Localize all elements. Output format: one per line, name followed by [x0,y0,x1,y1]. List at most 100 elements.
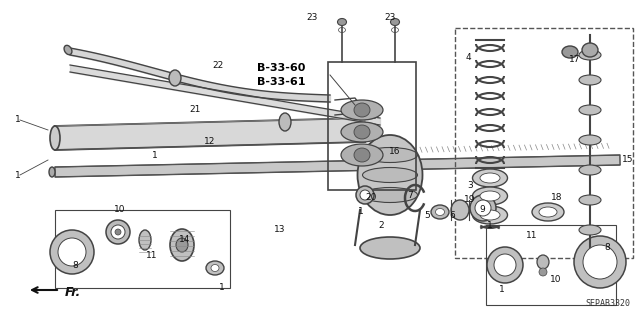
Text: 9: 9 [479,205,485,214]
Ellipse shape [539,268,547,276]
Ellipse shape [579,105,601,115]
Text: 1: 1 [15,170,21,180]
Text: 10: 10 [115,205,125,214]
Ellipse shape [472,169,508,187]
Ellipse shape [341,122,383,142]
Text: 19: 19 [464,196,476,204]
Ellipse shape [64,45,72,55]
Circle shape [475,200,491,216]
Ellipse shape [480,173,500,183]
Ellipse shape [170,229,194,261]
Ellipse shape [354,148,370,162]
Text: 2: 2 [378,220,384,229]
Ellipse shape [579,165,601,175]
Ellipse shape [358,135,422,215]
Text: 10: 10 [550,276,562,285]
Circle shape [494,254,516,276]
Ellipse shape [211,264,219,271]
Text: 3: 3 [467,181,473,189]
Text: 14: 14 [179,235,191,244]
Ellipse shape [354,103,370,117]
Text: 11: 11 [526,231,538,240]
Ellipse shape [451,200,469,220]
Ellipse shape [480,191,500,201]
Ellipse shape [176,238,188,252]
Ellipse shape [579,195,601,205]
Text: 7: 7 [407,191,413,201]
Text: 1: 1 [15,115,21,124]
Ellipse shape [49,167,55,177]
Ellipse shape [472,187,508,205]
Circle shape [106,220,130,244]
Circle shape [50,230,94,274]
Circle shape [487,247,523,283]
Text: 20: 20 [365,194,377,203]
Text: 13: 13 [275,226,285,234]
Ellipse shape [579,75,601,85]
Circle shape [58,238,86,266]
Ellipse shape [579,50,601,60]
Text: 17: 17 [569,56,580,64]
Ellipse shape [562,46,578,58]
Ellipse shape [341,144,383,166]
Ellipse shape [435,209,445,216]
Ellipse shape [362,188,417,203]
Bar [55,210,230,288]
Text: B-33-61: B-33-61 [257,77,305,87]
Text: 11: 11 [147,251,157,261]
Text: 1: 1 [487,220,493,229]
Text: 8: 8 [604,243,610,253]
Text: SEPAB3320: SEPAB3320 [585,299,630,308]
Text: 1: 1 [358,206,364,216]
Ellipse shape [539,207,557,217]
Ellipse shape [337,19,346,26]
Bar [455,28,633,258]
Text: 1: 1 [152,151,158,160]
Ellipse shape [169,70,181,86]
Text: 8: 8 [72,261,78,270]
Ellipse shape [480,210,500,220]
Ellipse shape [50,126,60,150]
Ellipse shape [139,230,151,250]
Text: 15: 15 [622,155,634,165]
Text: 5: 5 [424,211,430,219]
Text: 1: 1 [219,283,225,292]
Ellipse shape [279,113,291,131]
Ellipse shape [532,203,564,221]
Text: 16: 16 [389,147,401,157]
Text: B-33-60: B-33-60 [257,63,305,73]
Ellipse shape [115,229,121,235]
Text: 1: 1 [499,286,505,294]
Text: 18: 18 [551,194,563,203]
Text: Fr.: Fr. [65,286,81,299]
Text: 4: 4 [465,54,471,63]
Ellipse shape [537,255,549,269]
Ellipse shape [360,237,420,259]
Text: 21: 21 [189,106,201,115]
Ellipse shape [362,167,417,182]
Ellipse shape [206,261,224,275]
Text: 6: 6 [449,211,455,219]
Ellipse shape [341,100,383,120]
Ellipse shape [579,225,601,235]
Ellipse shape [362,147,417,162]
Ellipse shape [582,43,598,57]
Circle shape [583,245,617,279]
Circle shape [360,190,370,200]
Ellipse shape [354,125,370,139]
Circle shape [111,225,125,239]
Ellipse shape [579,135,601,145]
Polygon shape [55,155,620,177]
Circle shape [470,195,496,221]
Ellipse shape [431,205,449,219]
Text: 12: 12 [204,137,216,146]
Bar [328,62,416,190]
Bar [486,225,616,305]
Ellipse shape [390,19,399,26]
Circle shape [574,236,626,288]
Text: 22: 22 [212,61,223,70]
Text: 23: 23 [307,13,317,23]
Text: 23: 23 [384,13,396,23]
Ellipse shape [472,206,508,224]
Circle shape [356,186,374,204]
